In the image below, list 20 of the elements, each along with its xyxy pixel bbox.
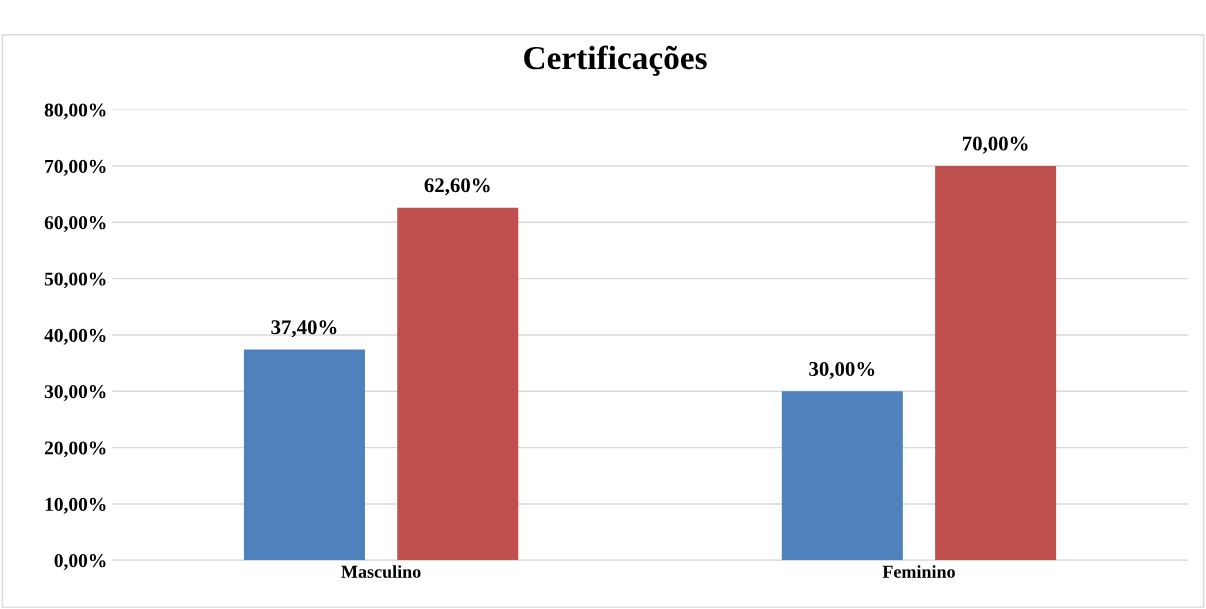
- y-tick-label: 40,00%: [44, 328, 106, 345]
- x-tick-label: Feminino: [882, 565, 955, 578]
- y-tick-label: 70,00%: [45, 159, 106, 176]
- y-tick-label: 60,00%: [44, 216, 106, 233]
- y-tick-label: 50,00%: [44, 272, 106, 289]
- bar: [781, 391, 903, 561]
- y-tick-label: 20,00%: [44, 441, 106, 458]
- bar: [935, 165, 1057, 561]
- y-tick-label: 10,00%: [45, 497, 106, 514]
- y-tick-label: 0,00%: [54, 554, 106, 571]
- y-tick-label: 80,00%: [44, 103, 106, 120]
- data-label: 37,40%: [271, 320, 337, 338]
- y-tick-label: 30,00%: [44, 385, 106, 402]
- bar: [397, 207, 519, 561]
- chart-title: Certificações: [524, 45, 707, 76]
- data-label: 62,60%: [424, 178, 490, 196]
- bar: [243, 349, 365, 561]
- x-tick-label: Masculino: [341, 565, 421, 578]
- data-label: 30,00%: [809, 361, 875, 379]
- data-label: 70,00%: [962, 136, 1028, 154]
